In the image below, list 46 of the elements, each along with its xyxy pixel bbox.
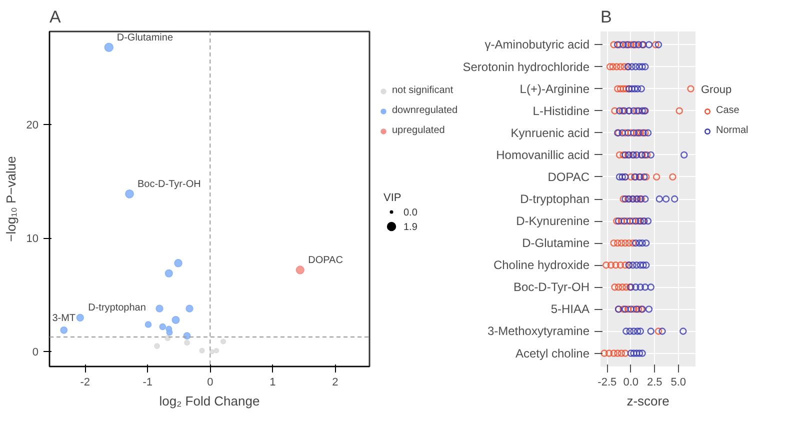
legend-label: downregulated: [392, 104, 458, 118]
legend-label: 1.9: [404, 222, 418, 234]
y-tick-label: L(+)-Arginine: [520, 82, 590, 96]
y-tick-label: 20: [26, 120, 39, 132]
legend-title: Group: [701, 84, 733, 96]
y-tick-label: Choline hydroxide: [493, 258, 590, 272]
y-tick-label: D-tryptophan: [520, 192, 590, 206]
y-tick-label: 0: [32, 346, 39, 359]
y-tick-label: 3-Methoxytyramine: [487, 324, 590, 338]
x-axis-title: z-score: [626, 394, 670, 408]
y-tick-label: γ-Aminobutyric acid: [484, 38, 590, 52]
annotation: DOPAC: [308, 254, 343, 266]
annotation: D-tryptophan: [88, 302, 146, 314]
x-tick-label: 0.0: [623, 376, 639, 388]
x-tick-label: 1: [270, 376, 276, 388]
x-tick-label: 2.5: [647, 376, 662, 388]
y-tick-label: Acetyl choline: [515, 346, 590, 360]
legend-label: Normal: [716, 124, 748, 138]
chart-title: B: [600, 8, 612, 26]
x-tick-label: 0: [207, 376, 214, 388]
x-axis-title: log₂ Fold Change: [159, 394, 260, 408]
annotation: Boc-D-Tyr-OH: [138, 178, 201, 190]
y-tick-label: DOPAC: [548, 170, 590, 184]
x-tick-label: 2: [332, 376, 338, 388]
legend-label: 0.0: [404, 207, 418, 218]
y-tick-label: D-Kynurenine: [516, 214, 590, 228]
y-tick-label: 5-HIAA: [550, 302, 590, 316]
y-tick-label: Serotonin hydrochloride: [462, 60, 590, 74]
y-tick-label: 10: [26, 233, 39, 246]
chart-title: A: [50, 8, 62, 26]
y-tick-label: Homovanillic acid: [496, 148, 590, 162]
legend-label: upregulated: [392, 124, 445, 138]
x-tick-label: -1: [142, 376, 153, 388]
annotation: D-Glutamine: [116, 32, 174, 44]
legend-title: VIP: [384, 192, 402, 204]
x-tick-label: -2.5: [598, 376, 617, 388]
y-tick-label: Kynruenic acid: [510, 126, 590, 140]
annotation: 3-MT: [52, 313, 76, 324]
x-tick-label: 5.0: [670, 376, 686, 388]
x-tick-label: -2: [80, 376, 90, 388]
legend-label: not significant: [392, 84, 454, 98]
legend-label: Case: [716, 104, 740, 118]
y-tick-label: L-Histidine: [532, 104, 590, 118]
y-tick-label: D-Glutamine: [522, 236, 590, 250]
y-axis-title: −log₁₀ P−value: [3, 156, 18, 242]
y-tick-label: Boc-D-Tyr-OH: [514, 280, 590, 294]
